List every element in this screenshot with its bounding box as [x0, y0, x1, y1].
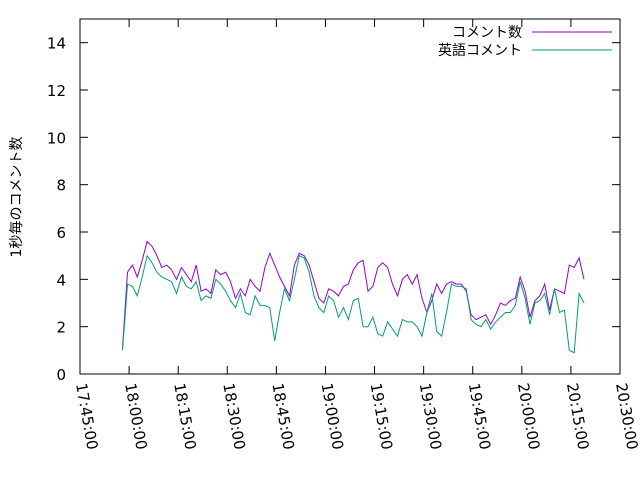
x-tick-label: 20:30:00 — [612, 382, 640, 451]
plot-frame — [79, 18, 621, 375]
y-tick-label: 0 — [56, 366, 66, 384]
legend-label-english-comments: 英語コメント — [438, 42, 522, 59]
y-axis-ticks: 0 2 4 6 8 10 12 14 — [47, 35, 620, 384]
x-tick-label: 18:30:00 — [219, 382, 248, 451]
legend-label-comment-count: コメント数 — [452, 25, 522, 41]
x-axis-ticks: 17:45:00 18:00:00 18:15:00 18:30:00 18:45:00… — [72, 19, 640, 451]
y-axis-label: 1秒毎のコメント数 — [9, 137, 25, 258]
x-tick-label: 19:15:00 — [367, 382, 396, 451]
x-tick-label: 19:00:00 — [318, 382, 347, 451]
y-tick-label: 14 — [47, 35, 66, 53]
legend: コメント数 英語コメント — [438, 25, 612, 59]
y-tick-label: 10 — [47, 129, 66, 147]
x-tick-label: 18:00:00 — [121, 382, 150, 451]
y-tick-label: 2 — [56, 319, 66, 337]
x-tick-label: 20:15:00 — [563, 382, 592, 451]
series-line-1 — [122, 254, 585, 354]
x-tick-label: 19:45:00 — [465, 382, 494, 451]
x-tick-label: 19:30:00 — [416, 382, 445, 451]
y-tick-label: 8 — [56, 177, 66, 195]
x-tick-label: 17:45:00 — [72, 382, 101, 451]
y-tick-label: 6 — [56, 224, 66, 242]
series-line-0 — [122, 240, 585, 349]
y-tick-label: 12 — [47, 82, 66, 100]
y-tick-label: 4 — [56, 271, 66, 289]
series-lines — [122, 240, 585, 354]
x-tick-label: 18:15:00 — [170, 382, 199, 451]
x-tick-label: 18:45:00 — [268, 382, 297, 451]
x-tick-label: 20:00:00 — [514, 382, 543, 451]
